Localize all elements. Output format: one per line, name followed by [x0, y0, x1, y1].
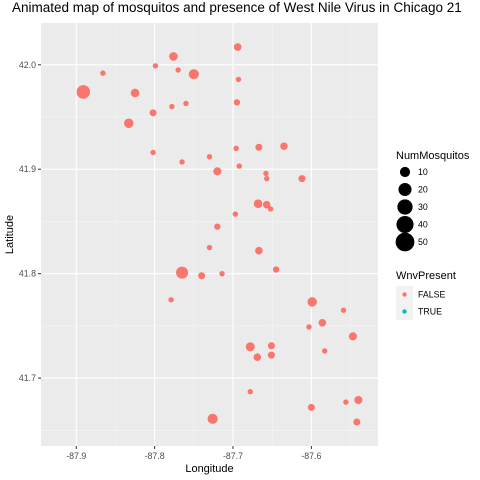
data-point	[183, 100, 189, 107]
data-point	[214, 223, 221, 230]
x-tick-label: -87.8	[145, 451, 165, 461]
data-point	[280, 142, 288, 151]
y-tick-label: 41.9	[19, 164, 36, 174]
size-legend-title: NumMosquitos	[396, 150, 470, 162]
data-point	[207, 413, 218, 424]
y-axis-title: Latitude	[4, 215, 16, 254]
data-point	[348, 332, 357, 341]
data-point	[175, 67, 181, 73]
data-point	[253, 353, 262, 362]
data-point	[233, 99, 241, 106]
data-point	[206, 153, 213, 160]
color-legend-label: TRUE	[418, 307, 442, 317]
data-point	[219, 270, 225, 277]
data-point	[169, 103, 175, 110]
gridlines	[41, 23, 378, 446]
y-tick-label: 41.8	[19, 269, 36, 279]
data-point	[353, 418, 361, 426]
data-point	[76, 85, 91, 99]
size-legend-label: 40	[418, 220, 428, 230]
y-tick-label: 41.7	[19, 373, 36, 383]
x-tick-label: -87.6	[301, 451, 321, 461]
data-point	[232, 211, 239, 217]
data-point	[169, 52, 178, 61]
data-point	[247, 388, 253, 395]
color-legend-title: WnvPresent	[396, 270, 456, 282]
panel-background	[41, 23, 378, 446]
x-tick-label: -87.7	[223, 451, 243, 461]
size-legend-label: 20	[418, 185, 428, 195]
size-legend-label: 30	[418, 202, 428, 212]
data-point	[130, 88, 140, 98]
data-point	[267, 206, 274, 212]
data-point	[245, 342, 255, 352]
data-point	[233, 145, 239, 152]
data-point	[267, 342, 275, 350]
data-point	[100, 70, 106, 76]
data-point	[272, 266, 280, 273]
x-tick-label: -87.9	[66, 451, 86, 461]
data-point	[340, 307, 347, 313]
data-point	[264, 175, 270, 182]
data-point	[306, 324, 312, 330]
data-point	[298, 175, 306, 183]
size-legend-label: 10	[418, 167, 428, 177]
color-legend-label: FALSE	[418, 290, 446, 300]
data-point	[253, 199, 263, 208]
data-point	[318, 318, 327, 327]
data-point	[206, 244, 213, 251]
data-point	[263, 170, 269, 177]
data-point	[235, 76, 242, 83]
data-point	[233, 43, 242, 51]
data-point	[255, 246, 263, 255]
data-point	[176, 266, 189, 279]
data-point	[236, 163, 242, 169]
plot-panel	[41, 23, 378, 446]
data-point	[124, 118, 134, 128]
data-point	[150, 149, 156, 156]
size-legend-label: 50	[418, 237, 428, 247]
data-point	[354, 395, 363, 405]
data-point	[213, 167, 222, 176]
data-point	[168, 297, 174, 303]
data-point	[188, 69, 199, 80]
data-point	[307, 403, 315, 411]
size-legend-key	[398, 182, 412, 197]
size-legend-key	[395, 232, 415, 252]
data-point	[152, 63, 159, 69]
data-point	[179, 159, 185, 165]
data-point	[255, 143, 263, 151]
y-tick-label: 42.0	[19, 60, 36, 70]
axes: -87.9 -87.8 -87.7 -87.6 41.7 41.8 41.9 42.0 Long…	[4, 60, 322, 475]
data-point	[307, 297, 317, 307]
data-point	[343, 399, 349, 405]
x-axis-title: Longitude	[185, 463, 233, 475]
size-legend-key	[397, 199, 413, 215]
data-point	[262, 200, 271, 209]
size-legend-key	[396, 215, 414, 234]
data-point	[149, 109, 157, 117]
data-points	[76, 43, 363, 426]
data-point	[198, 272, 206, 280]
color-legend-key	[402, 292, 407, 297]
color-legend-key	[402, 309, 407, 314]
data-point	[267, 351, 275, 359]
data-point	[322, 348, 328, 354]
size-legend-key	[399, 166, 411, 178]
chart-title: Animated map of mosquitos and presence o…	[12, 0, 462, 15]
legend: NumMosquitos 10 20 30 40 50 WnvPresent FALSE TRU…	[395, 150, 470, 320]
